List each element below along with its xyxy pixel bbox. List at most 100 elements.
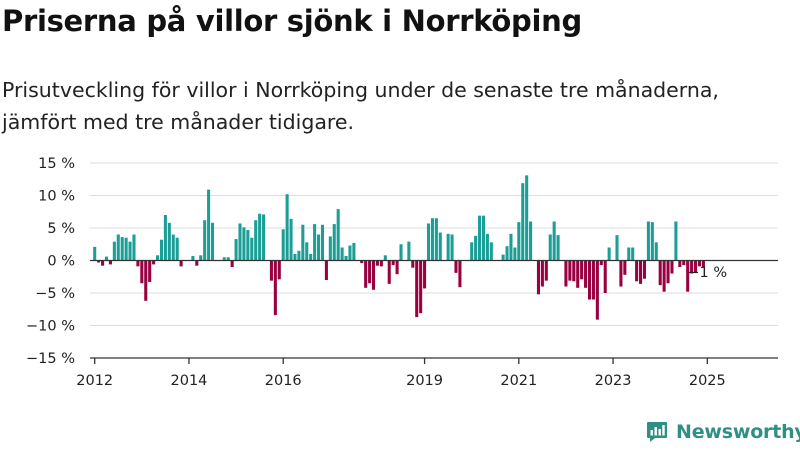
bar [148,260,152,282]
bar [336,209,340,261]
bar [564,260,568,287]
bar [458,260,462,288]
axis-layer [90,259,778,364]
bar [269,260,273,281]
bar [701,260,705,267]
bar [234,239,238,261]
bar [305,242,309,261]
bar [576,260,580,288]
y-tick-label: −15 % [26,351,75,367]
bar [140,260,144,284]
bar [258,213,262,261]
x-tick-label: 2014 [171,373,208,389]
bar [690,260,694,274]
bar [544,260,548,281]
bar [93,246,97,261]
bar [568,260,572,281]
bar [666,260,670,284]
bar [297,250,301,261]
bar [171,234,175,261]
page-title: Priserna på villor sjönk i Norrköping [2,4,582,38]
bar [654,242,658,261]
bar [419,260,423,314]
bar [395,260,399,275]
bar [454,260,458,273]
bar [430,218,434,261]
bar [301,224,305,261]
bar [273,260,277,316]
bar [210,222,215,261]
bar [678,260,682,267]
bar [222,257,226,261]
y-tick-label: 5 % [47,221,75,237]
bar [697,260,701,267]
y-tick-label: 0 % [47,254,75,270]
bar [642,260,647,279]
x-tick-label: 2019 [406,373,443,389]
bar [552,221,556,261]
bar [254,220,258,261]
bar [203,220,207,261]
newsworthy-brand: Newsworthy [646,420,800,444]
bar [595,260,599,320]
bar [207,189,211,261]
bar [136,260,140,267]
bar [277,260,281,280]
bar [662,260,666,292]
bar [348,245,352,261]
bar [368,260,372,284]
bar [124,237,128,261]
bar [387,260,391,284]
y-tick-label: −5 % [35,286,75,302]
bar [670,260,674,274]
bar [262,214,266,261]
bar [646,221,650,261]
x-tick-label: 2016 [265,373,302,389]
bar [623,260,627,275]
bar [344,255,348,261]
x-tick-label: 2021 [500,373,537,389]
bar [619,260,623,287]
bar [383,255,387,261]
y-tick-label: 15 % [38,156,75,172]
bar [195,260,199,266]
bar [246,229,250,261]
bar [658,260,662,286]
bar [167,222,171,261]
bar [489,242,493,261]
bar [324,260,328,280]
brand-name: Newsworthy [676,421,800,443]
bar [501,254,505,261]
bar [584,260,588,288]
bar [238,223,242,261]
bar [631,247,635,261]
x-tick-label: 2023 [595,373,632,389]
x-tick-label: 2012 [76,373,113,389]
bar [313,224,317,261]
bar [587,260,592,300]
bar [309,254,313,261]
bar [485,233,489,261]
bar [132,234,136,261]
bar [250,237,254,261]
bar [635,260,639,282]
bar [120,237,124,261]
bar [529,221,533,261]
bar [352,242,356,261]
bar [289,218,293,261]
bar [285,194,289,261]
bar [572,260,576,282]
bar [293,254,297,261]
bar [328,236,332,261]
label-layer: 15 % 10 % 5 % 0 % −5 % −10 % −15 %2012 2014 2016… [26,156,727,389]
bar [391,260,395,266]
bar [340,247,344,261]
bar [627,247,631,261]
bar [509,233,513,261]
bar [450,234,454,261]
bar [320,224,324,261]
bar [379,260,383,267]
bar [548,234,552,261]
bar [159,239,163,261]
